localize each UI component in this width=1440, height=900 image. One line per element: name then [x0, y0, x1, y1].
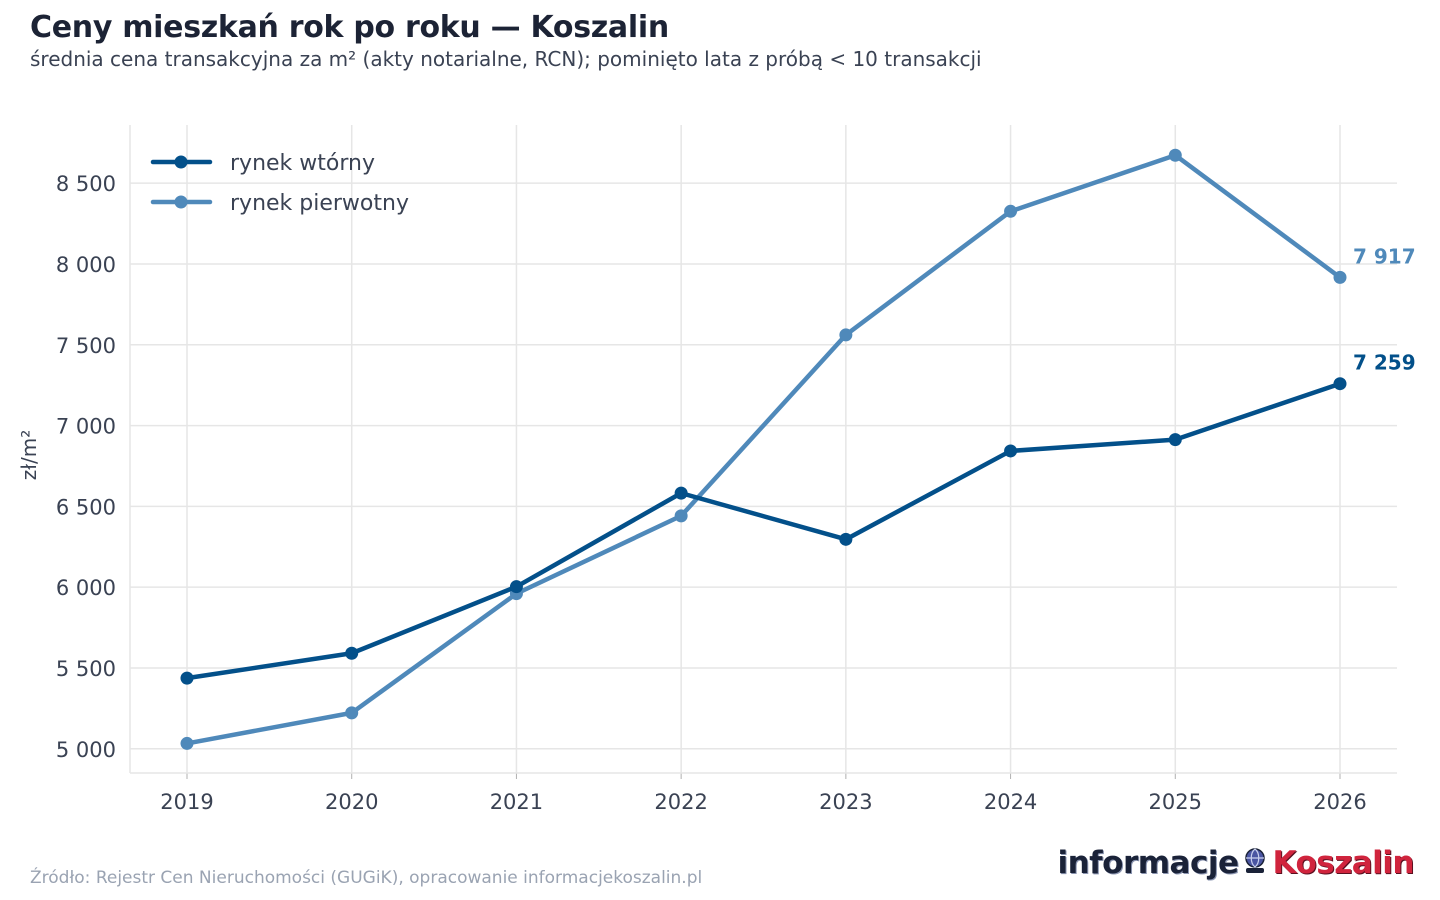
y-tick-label: 6 000	[56, 576, 116, 600]
logo-text-part1: informacje	[1057, 845, 1239, 881]
data-point	[674, 509, 688, 523]
series-rynek-wtorny: 7 259	[180, 351, 1416, 685]
data-point	[1333, 270, 1347, 284]
source-note: Źródło: Rejestr Cen Nieruchomości (GUGiK…	[30, 868, 703, 888]
x-tick-label: 2021	[490, 790, 543, 814]
y-tick-label: 5 000	[56, 738, 116, 762]
logo-text-part2: Koszalin	[1272, 845, 1414, 881]
legend-label: rynek pierwotny	[230, 191, 409, 216]
globe-icon	[1241, 847, 1269, 883]
data-point	[839, 532, 853, 546]
legend-item: rynek wtórny	[150, 151, 375, 176]
data-point	[509, 580, 523, 594]
data-point	[1333, 377, 1347, 391]
end-value-label: 7 917	[1353, 244, 1416, 268]
series-layer: 7 917 7 259	[180, 148, 1416, 750]
x-tick-label: 2022	[654, 790, 707, 814]
data-point	[345, 646, 359, 660]
data-point	[1004, 444, 1018, 458]
y-tick-label: 8 000	[56, 253, 116, 277]
series-line	[184, 381, 1343, 681]
y-tick-label: 7 500	[56, 334, 116, 358]
end-value-label: 7 259	[1353, 351, 1416, 375]
y-tick-label: 8 500	[56, 172, 116, 196]
x-tick-label: 2026	[1313, 790, 1366, 814]
x-tick-label: 2025	[1149, 790, 1202, 814]
data-point	[1168, 148, 1182, 162]
chart-title: Ceny mieszkań rok po roku — Koszalin	[30, 10, 669, 45]
legend-label: rynek wtórny	[230, 151, 375, 176]
data-point	[180, 736, 194, 750]
x-tick-label: 2023	[819, 790, 872, 814]
grid	[130, 125, 1397, 773]
data-point	[839, 328, 853, 342]
series-rynek-pierwotny: 7 917	[180, 148, 1416, 750]
data-point	[1004, 204, 1018, 218]
legend-item: rynek pierwotny	[150, 191, 409, 216]
axes: 5 000 5 500 6 000 6 500 7 000 7 500 8 000 8 500…	[17, 125, 1397, 814]
chart-subtitle: średnia cena transakcyjna za m² (akty no…	[30, 47, 982, 71]
legend-marker	[174, 195, 188, 209]
y-tick-label: 5 500	[56, 657, 116, 681]
x-tick-label: 2019	[160, 790, 213, 814]
y-tick-label: 7 000	[56, 415, 116, 439]
series-line	[184, 152, 1343, 746]
brand-logo[interactable]: informacje Koszalin	[1057, 845, 1414, 883]
data-point	[180, 671, 194, 685]
x-tick-label: 2024	[984, 790, 1037, 814]
data-point	[1168, 433, 1182, 447]
y-axis-label: zł/m²	[17, 430, 41, 480]
x-tick-label: 2020	[325, 790, 378, 814]
legend: rynek wtórny rynek pierwotny	[150, 151, 409, 216]
data-point	[345, 706, 359, 720]
data-point	[674, 486, 688, 500]
legend-marker	[174, 155, 188, 169]
y-tick-label: 6 500	[56, 495, 116, 519]
